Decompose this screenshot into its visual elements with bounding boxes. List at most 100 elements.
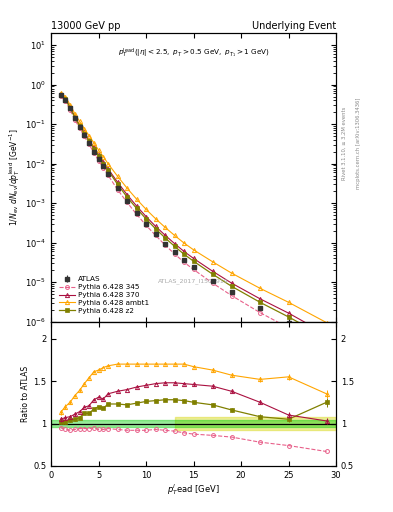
Pythia 6.428 ambt1 bbox=[87, 133, 92, 139]
Pythia 6.428 345 bbox=[87, 141, 92, 147]
Pythia 6.428 z2 bbox=[92, 145, 96, 152]
Pythia 6.428 ambt1 bbox=[229, 270, 234, 276]
Pythia 6.428 370 bbox=[72, 114, 77, 120]
Pythia 6.428 345 bbox=[92, 150, 96, 156]
Pythia 6.428 370 bbox=[125, 191, 129, 198]
Pythia 6.428 345 bbox=[82, 133, 87, 139]
Pythia 6.428 ambt1 bbox=[77, 118, 82, 124]
Pythia 6.428 z2 bbox=[68, 105, 72, 111]
Pythia 6.428 345 bbox=[182, 259, 186, 265]
Pythia 6.428 z2 bbox=[77, 123, 82, 129]
Pythia 6.428 ambt1 bbox=[258, 285, 263, 291]
Pythia 6.428 z2 bbox=[82, 131, 87, 137]
Pythia 6.428 ambt1 bbox=[106, 161, 110, 167]
Text: Rivet 3.1.10, ≥ 3.2M events: Rivet 3.1.10, ≥ 3.2M events bbox=[342, 106, 347, 180]
Pythia 6.428 ambt1 bbox=[172, 232, 177, 239]
Pythia 6.428 ambt1 bbox=[125, 185, 129, 191]
Pythia 6.428 z2 bbox=[172, 243, 177, 249]
Pythia 6.428 ambt1 bbox=[324, 319, 329, 326]
Pythia 6.428 z2 bbox=[210, 271, 215, 277]
Pythia 6.428 z2 bbox=[153, 226, 158, 232]
Pythia 6.428 z2 bbox=[101, 161, 106, 167]
Pythia 6.428 z2 bbox=[87, 138, 92, 144]
Pythia 6.428 370 bbox=[324, 331, 329, 337]
Pythia 6.428 ambt1 bbox=[286, 299, 291, 305]
Pythia 6.428 z2 bbox=[125, 194, 129, 200]
Pythia 6.428 ambt1 bbox=[182, 240, 186, 246]
Pythia 6.428 z2 bbox=[324, 334, 329, 340]
Legend: ATLAS, Pythia 6.428 345, Pythia 6.428 370, Pythia 6.428 ambt1, Pythia 6.428 z2: ATLAS, Pythia 6.428 345, Pythia 6.428 37… bbox=[57, 275, 151, 315]
Pythia 6.428 370 bbox=[58, 91, 63, 97]
Pythia 6.428 345 bbox=[106, 172, 110, 178]
Pythia 6.428 z2 bbox=[96, 153, 101, 159]
Line: Pythia 6.428 370: Pythia 6.428 370 bbox=[59, 92, 329, 336]
Pythia 6.428 ambt1 bbox=[153, 216, 158, 222]
Pythia 6.428 ambt1 bbox=[191, 247, 196, 253]
Pythia 6.428 370 bbox=[182, 248, 186, 254]
Pythia 6.428 ambt1 bbox=[96, 147, 101, 153]
Pythia 6.428 z2 bbox=[58, 92, 63, 98]
Pythia 6.428 z2 bbox=[72, 115, 77, 121]
Pythia 6.428 345 bbox=[101, 165, 106, 171]
Pythia 6.428 345 bbox=[163, 242, 167, 248]
Pythia 6.428 345 bbox=[72, 117, 77, 123]
Pythia 6.428 345 bbox=[324, 346, 329, 352]
Pythia 6.428 z2 bbox=[286, 314, 291, 320]
Pythia 6.428 ambt1 bbox=[68, 102, 72, 108]
Pythia 6.428 370 bbox=[68, 104, 72, 110]
Text: Underlying Event: Underlying Event bbox=[252, 21, 336, 31]
Pythia 6.428 ambt1 bbox=[115, 173, 120, 179]
Pythia 6.428 345 bbox=[125, 199, 129, 205]
Pythia 6.428 370 bbox=[286, 310, 291, 316]
Pythia 6.428 345 bbox=[68, 107, 72, 113]
Pythia 6.428 345 bbox=[77, 125, 82, 131]
Pythia 6.428 z2 bbox=[134, 205, 139, 211]
Y-axis label: Ratio to ATLAS: Ratio to ATLAS bbox=[21, 366, 30, 422]
Pythia 6.428 370 bbox=[258, 296, 263, 302]
Pythia 6.428 370 bbox=[144, 214, 149, 220]
Pythia 6.428 z2 bbox=[144, 216, 149, 222]
Pythia 6.428 z2 bbox=[115, 181, 120, 187]
Pythia 6.428 ambt1 bbox=[163, 224, 167, 230]
Pythia 6.428 370 bbox=[115, 179, 120, 185]
X-axis label: $p_T^l$ead [GeV]: $p_T^l$ead [GeV] bbox=[167, 482, 220, 498]
Pythia 6.428 370 bbox=[163, 232, 167, 238]
Line: Pythia 6.428 345: Pythia 6.428 345 bbox=[59, 94, 329, 351]
Pythia 6.428 345 bbox=[134, 211, 139, 217]
Pythia 6.428 z2 bbox=[182, 251, 186, 258]
Pythia 6.428 345 bbox=[229, 292, 234, 298]
Pythia 6.428 345 bbox=[286, 325, 291, 331]
Text: ATLAS_2017_I1509919: ATLAS_2017_I1509919 bbox=[158, 279, 229, 284]
Pythia 6.428 ambt1 bbox=[63, 94, 68, 100]
Pythia 6.428 ambt1 bbox=[144, 206, 149, 212]
Pythia 6.428 z2 bbox=[163, 234, 167, 241]
Text: mcplots.cern.ch [arXiv:1306.3436]: mcplots.cern.ch [arXiv:1306.3436] bbox=[356, 98, 361, 189]
Pythia 6.428 345 bbox=[115, 186, 120, 193]
Y-axis label: $1/N_\mathrm{ev}\ dN_\mathrm{ev}/dp_T^\mathrm{lead}\ [\mathrm{GeV}^{-1}]$: $1/N_\mathrm{ev}\ dN_\mathrm{ev}/dp_T^\m… bbox=[7, 129, 22, 226]
Pythia 6.428 370 bbox=[229, 280, 234, 286]
Pythia 6.428 z2 bbox=[63, 96, 68, 102]
Pythia 6.428 ambt1 bbox=[134, 196, 139, 202]
Pythia 6.428 345 bbox=[58, 93, 63, 99]
Pythia 6.428 ambt1 bbox=[210, 259, 215, 265]
Pythia 6.428 370 bbox=[134, 203, 139, 209]
Pythia 6.428 ambt1 bbox=[72, 111, 77, 117]
Pythia 6.428 z2 bbox=[229, 283, 234, 289]
Pythia 6.428 370 bbox=[96, 152, 101, 158]
Pythia 6.428 370 bbox=[92, 144, 96, 151]
Pythia 6.428 345 bbox=[96, 158, 101, 164]
Pythia 6.428 345 bbox=[172, 251, 177, 257]
Pythia 6.428 ambt1 bbox=[101, 154, 106, 160]
Pythia 6.428 370 bbox=[87, 137, 92, 143]
Pythia 6.428 ambt1 bbox=[82, 125, 87, 132]
Pythia 6.428 370 bbox=[172, 241, 177, 247]
Text: $p_T^\mathrm{lead}(|\eta| < 2.5,\ p_T > 0.5\ \mathrm{GeV},\ p_{T_1} > 1\ \mathrm: $p_T^\mathrm{lead}(|\eta| < 2.5,\ p_T > … bbox=[118, 46, 270, 59]
Pythia 6.428 z2 bbox=[258, 299, 263, 305]
Pythia 6.428 370 bbox=[101, 159, 106, 165]
Pythia 6.428 370 bbox=[153, 223, 158, 229]
Line: Pythia 6.428 z2: Pythia 6.428 z2 bbox=[59, 93, 328, 339]
Text: 13000 GeV pp: 13000 GeV pp bbox=[51, 21, 121, 31]
Pythia 6.428 370 bbox=[106, 166, 110, 172]
Pythia 6.428 370 bbox=[210, 268, 215, 274]
Pythia 6.428 345 bbox=[210, 280, 215, 286]
